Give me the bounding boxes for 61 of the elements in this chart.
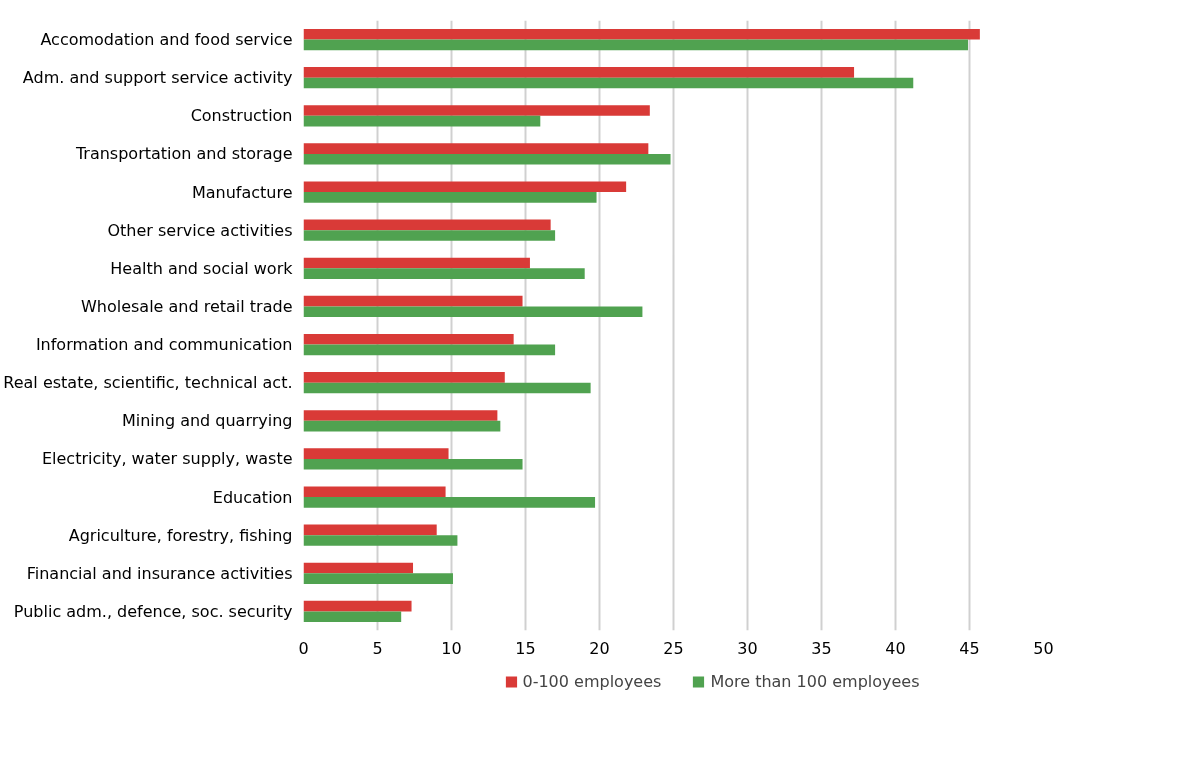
x-tick-label: 45 — [959, 638, 980, 658]
y-tick-label: Adm. and support service activity — [22, 68, 293, 88]
bar — [303, 77, 914, 89]
y-tick-label: Other service activities — [107, 220, 293, 240]
x-tick-label: 40 — [885, 638, 906, 658]
bar — [303, 39, 969, 51]
bar — [303, 372, 505, 383]
y-tick-label: Manufacture — [191, 182, 293, 202]
y-tick-label: Electricity, water supply, waste — [41, 449, 293, 469]
x-tick-label: 10 — [441, 638, 462, 658]
x-tick-label: 20 — [589, 638, 610, 658]
legend-label: More than 100 employees — [710, 671, 920, 691]
bar — [303, 448, 449, 459]
y-tick-label: Real estate, scientific, technical act. — [3, 373, 293, 393]
y-tick-label: Education — [212, 487, 293, 507]
legend-label: 0-100 employees — [522, 671, 662, 691]
bar — [303, 153, 671, 165]
bar — [303, 257, 530, 269]
y-tick-label: Information and communication — [35, 335, 293, 355]
bar — [303, 230, 556, 241]
x-tick-label: 30 — [737, 638, 758, 658]
bar — [303, 28, 980, 40]
bar — [303, 295, 523, 307]
bar — [303, 344, 556, 356]
bar — [303, 219, 551, 231]
y-tick-label: Financial and insurance activities — [26, 563, 293, 583]
x-tick-label: 5 — [372, 638, 383, 658]
bar — [303, 181, 627, 193]
bar — [303, 115, 541, 127]
bar — [303, 600, 412, 612]
bar — [303, 333, 514, 345]
bar — [303, 268, 585, 279]
bar — [303, 535, 458, 546]
x-tick-label: 50 — [1033, 638, 1054, 658]
bar — [303, 382, 591, 394]
bar — [303, 67, 855, 78]
bar — [303, 524, 437, 536]
bar — [303, 306, 643, 318]
y-tick-label: Transportation and storage — [74, 144, 293, 164]
y-tick-label: Health and social work — [110, 258, 294, 278]
bar — [303, 562, 414, 574]
x-tick-label: 25 — [663, 638, 684, 658]
y-tick-label: Agriculture, forestry, fishing — [68, 525, 293, 545]
x-tick-label: 0 — [298, 638, 309, 658]
y-tick-label: Construction — [190, 106, 293, 126]
bar — [303, 458, 523, 470]
bar — [303, 486, 446, 498]
bar — [303, 497, 596, 508]
bar — [303, 573, 453, 584]
y-tick-label: Public adm., defence, soc. security — [13, 601, 293, 621]
bar — [303, 611, 402, 623]
x-tick-label: 15 — [515, 638, 536, 658]
bar — [303, 192, 597, 203]
x-tick-label: 35 — [811, 638, 832, 658]
bar — [303, 143, 649, 154]
y-tick-label: Accomodation and food service — [40, 30, 293, 50]
y-tick-label: Wholesale and retail trade — [80, 296, 293, 316]
bar — [303, 410, 498, 421]
bar — [303, 420, 501, 432]
y-tick-label: Mining and quarrying — [121, 411, 293, 431]
bar — [303, 105, 650, 116]
